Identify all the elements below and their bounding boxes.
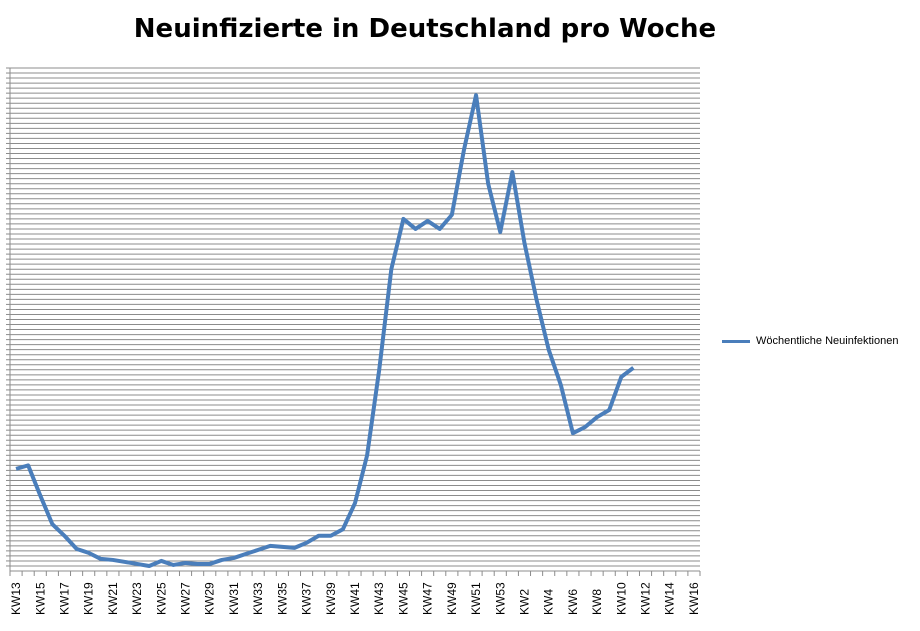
x-tick-label: KW31 (227, 582, 241, 615)
x-tick-label: KW45 (396, 582, 410, 615)
x-tick-label: KW10 (614, 582, 628, 615)
x-tick-label: KW16 (687, 582, 701, 615)
x-tick-label: KW35 (275, 582, 289, 615)
x-tick-label: KW25 (154, 582, 168, 615)
x-tick-label: KW17 (57, 582, 71, 615)
x-tick-label: KW13 (9, 582, 23, 615)
x-tick-label: KW41 (348, 582, 362, 615)
x-tick-label: KW15 (33, 582, 47, 615)
x-tick-label: KW23 (130, 582, 144, 615)
x-tick-label: KW53 (493, 582, 507, 615)
x-tick-label: KW43 (372, 582, 386, 615)
x-tick-label: KW51 (469, 582, 483, 615)
x-tick-label: KW2 (517, 589, 531, 615)
legend-label: Wöchentliche Neuinfektionen (756, 335, 899, 347)
x-tick-label: KW12 (639, 582, 653, 615)
legend-swatch (722, 339, 750, 343)
x-tick-label: KW19 (82, 582, 96, 615)
x-tick-label: KW33 (251, 582, 265, 615)
chart-title: Neuinfizierte in Deutschland pro Woche (133, 14, 717, 44)
x-tick-label: KW14 (663, 582, 677, 615)
x-tick-label: KW37 (300, 582, 314, 615)
x-tick-label: KW6 (566, 589, 580, 615)
x-tick-label: KW29 (203, 582, 217, 615)
series-line (15, 93, 635, 568)
x-tick-label: KW4 (542, 589, 556, 615)
x-tick-label: KW47 (421, 582, 435, 615)
x-tick-label: KW27 (179, 582, 193, 615)
x-tick-label: KW21 (106, 582, 120, 615)
x-tick-label: KW8 (590, 589, 604, 615)
legend: Wöchentliche Neuinfektionen (722, 335, 898, 347)
x-tick-label: KW49 (445, 582, 459, 615)
x-tick-label: KW39 (324, 582, 338, 615)
